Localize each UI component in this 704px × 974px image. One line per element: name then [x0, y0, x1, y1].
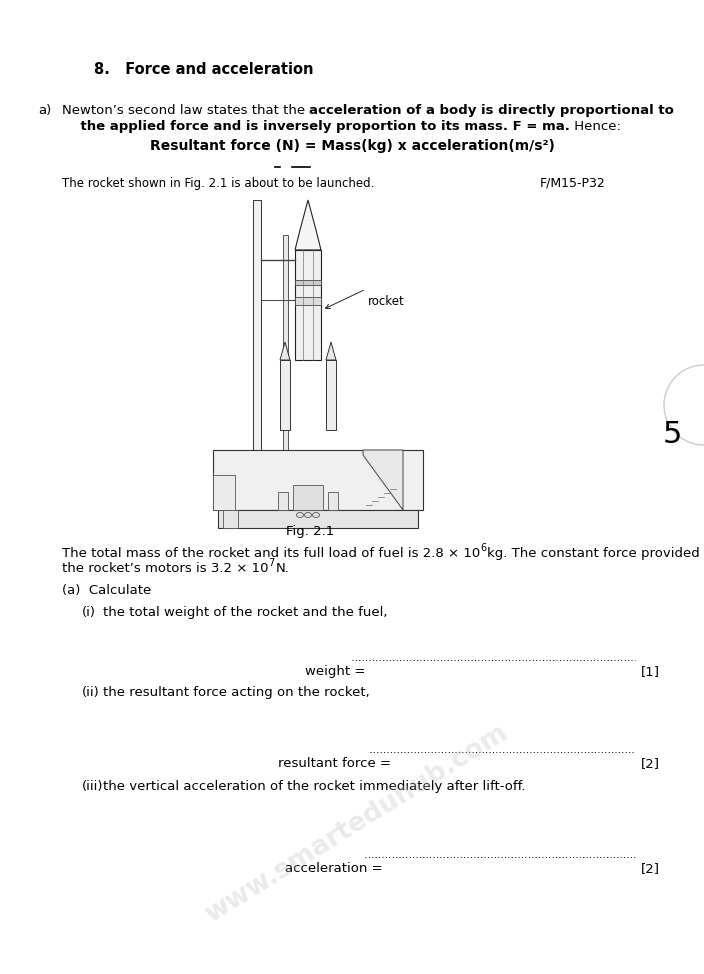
Bar	[326, 360, 336, 430]
Polygon shape	[363, 450, 403, 510]
Text: the vertical acceleration of the rocket immediately after lift-off.: the vertical acceleration of the rocket …	[103, 780, 525, 793]
Text: a): a)	[38, 104, 51, 117]
Text: [2]: [2]	[641, 757, 660, 770]
Text: Resultant force (N) = Mass(kg) x acceleration(m/s²): Resultant force (N) = Mass(kg) x acceler…	[149, 139, 555, 153]
Bar	[253, 200, 261, 450]
Text: acceleration =: acceleration =	[285, 862, 383, 875]
Text: the applied force and is inversely proportion to its mass. F = ma.: the applied force and is inversely propo…	[62, 120, 570, 133]
Text: 5: 5	[662, 420, 681, 449]
Text: Fig. 2.1: Fig. 2.1	[286, 525, 334, 538]
Text: (i): (i)	[82, 606, 96, 619]
Bar	[280, 360, 290, 430]
Text: 6: 6	[480, 543, 486, 553]
Bar	[293, 485, 323, 510]
Text: resultant force =: resultant force =	[278, 757, 391, 770]
Text: [1]: [1]	[641, 665, 660, 678]
Bar	[278, 492, 288, 510]
Text: the total weight of the rocket and the fuel,: the total weight of the rocket and the f…	[103, 606, 387, 619]
Bar	[213, 475, 235, 510]
Text: the rocket’s motors is 3.2 × 10: the rocket’s motors is 3.2 × 10	[62, 562, 268, 575]
Bar	[295, 297, 321, 305]
Polygon shape	[280, 342, 290, 360]
Bar	[328, 492, 338, 510]
Text: 8.   Force and acceleration: 8. Force and acceleration	[94, 62, 313, 77]
Text: The rocket shown in Fig. 2.1 is about to be launched.: The rocket shown in Fig. 2.1 is about to…	[62, 177, 375, 190]
Polygon shape	[295, 250, 321, 360]
Bar	[223, 510, 238, 528]
Text: F/M15-P32: F/M15-P32	[540, 177, 605, 190]
Text: acceleration of a body is directly proportional to: acceleration of a body is directly propo…	[309, 104, 674, 117]
Text: 7: 7	[268, 558, 275, 568]
Ellipse shape	[313, 512, 320, 517]
Text: N.: N.	[275, 562, 289, 575]
Text: The total mass of the rocket and its full load of fuel is 2.8 × 10: The total mass of the rocket and its ful…	[62, 547, 480, 560]
Text: weight =: weight =	[305, 665, 365, 678]
Ellipse shape	[296, 512, 303, 517]
Polygon shape	[326, 342, 336, 360]
Text: (iii): (iii)	[82, 780, 103, 793]
Text: kg. The constant force provided by: kg. The constant force provided by	[487, 547, 704, 560]
Bar	[213, 450, 423, 510]
Text: rocket: rocket	[368, 295, 405, 308]
Polygon shape	[295, 200, 321, 250]
Text: [2]: [2]	[641, 862, 660, 875]
Text: Newton’s second law states that the: Newton’s second law states that the	[62, 104, 309, 117]
Ellipse shape	[305, 512, 311, 517]
Text: (ii): (ii)	[82, 686, 100, 699]
Text: (a)  Calculate: (a) Calculate	[62, 584, 151, 597]
Text: www.smarteduhub.com: www.smarteduhub.com	[200, 720, 512, 928]
Bar	[295, 280, 321, 285]
Text: the resultant force acting on the rocket,: the resultant force acting on the rocket…	[103, 686, 370, 699]
Bar	[218, 510, 418, 528]
Text: Hence:: Hence:	[570, 120, 621, 133]
Bar	[283, 235, 288, 450]
